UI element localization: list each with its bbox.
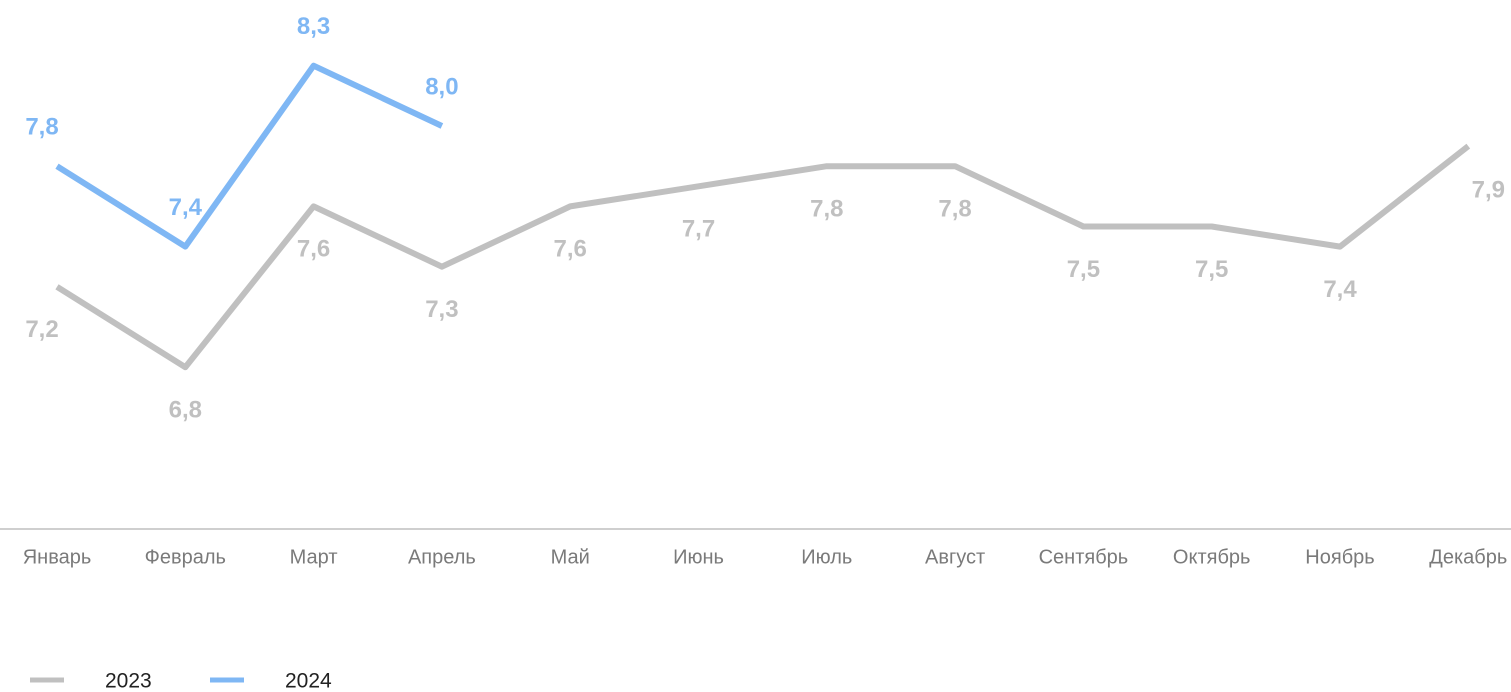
value-label: 7,6 bbox=[554, 236, 587, 263]
value-label: 7,8 bbox=[25, 114, 58, 141]
x-tick-label: Октябрь bbox=[1173, 546, 1251, 568]
x-tick-label: Август bbox=[925, 546, 985, 568]
x-tick-label: Февраль bbox=[145, 546, 226, 568]
value-label: 7,5 bbox=[1067, 256, 1100, 283]
legend-label: 2024 bbox=[285, 670, 332, 692]
series-line bbox=[55, 62, 444, 250]
legend-label: 2023 bbox=[105, 670, 152, 692]
value-label: 7,5 bbox=[1195, 256, 1228, 283]
x-tick-label: Ноябрь bbox=[1305, 546, 1374, 568]
value-label: 7,6 bbox=[297, 236, 330, 263]
x-tick-label: Март bbox=[290, 546, 338, 568]
value-label: 7,9 bbox=[1472, 176, 1505, 203]
value-label: 7,2 bbox=[25, 316, 58, 343]
series-line bbox=[55, 143, 1471, 371]
value-label: 7,7 bbox=[682, 216, 715, 243]
value-label: 8,0 bbox=[425, 73, 458, 100]
x-tick-label: Сентябрь bbox=[1039, 546, 1129, 568]
value-label: 7,8 bbox=[810, 196, 843, 223]
x-tick-label: Декабрь bbox=[1429, 546, 1507, 568]
value-label: 7,4 bbox=[1323, 276, 1357, 303]
x-tick-label: Июль bbox=[801, 546, 852, 568]
x-tick-label: Январь bbox=[23, 546, 92, 568]
value-label: 6,8 bbox=[169, 397, 202, 424]
x-tick-label: Май bbox=[551, 546, 590, 568]
value-label: 7,4 bbox=[169, 194, 203, 221]
x-tick-label: Июнь bbox=[673, 546, 724, 568]
value-label: 8,3 bbox=[297, 13, 330, 40]
value-label: 7,8 bbox=[938, 196, 971, 223]
value-label: 7,3 bbox=[425, 296, 458, 323]
x-tick-label: Апрель bbox=[408, 546, 476, 568]
